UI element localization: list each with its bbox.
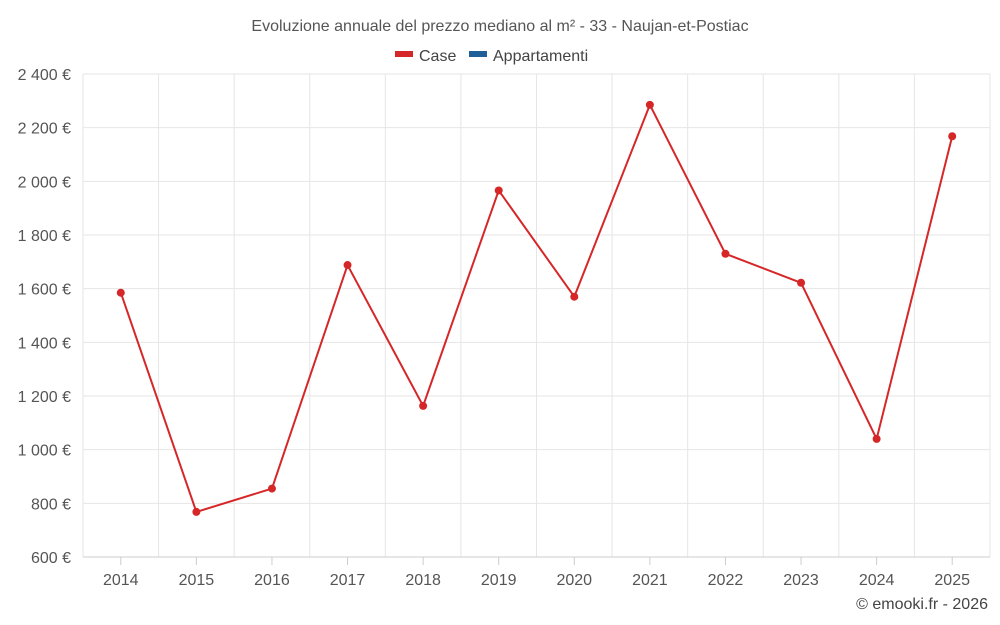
x-tick-label: 2025 [934, 572, 970, 589]
x-tick-label: 2014 [103, 572, 139, 589]
y-tick-label: 1 400 € [18, 335, 71, 352]
legend-item-case[interactable]: Case [395, 48, 456, 65]
x-tick-label: 2019 [481, 572, 517, 589]
x-tick-label: 2021 [632, 572, 668, 589]
legend-label-appartamenti: Appartamenti [493, 48, 588, 65]
chart-title: Evoluzione annuale del prezzo mediano al… [251, 18, 748, 35]
data-point[interactable] [267, 484, 276, 493]
series-line-0 [119, 103, 954, 513]
y-tick-label: 2 000 € [18, 174, 71, 191]
data-point[interactable] [797, 278, 806, 287]
y-tick-label: 2 200 € [18, 121, 71, 138]
y-axis-ticks: 600 € 800 € 1 000 € 1 200 € 1 400 € 1 600 € 1 … [18, 67, 71, 567]
data-point[interactable] [116, 288, 125, 297]
data-point[interactable] [192, 507, 201, 516]
y-tick-label: 1 800 € [18, 228, 71, 245]
data-point[interactable] [570, 292, 579, 301]
x-tick-label: 2016 [254, 572, 290, 589]
credit-text: © emooki.fr - 2026 [856, 596, 988, 613]
x-tick-label: 2017 [330, 572, 366, 589]
data-point[interactable] [645, 100, 654, 109]
grid-layer [82, 73, 991, 557]
y-tick-label: 1 200 € [18, 389, 71, 406]
x-tick-label: 2023 [783, 572, 819, 589]
legend-swatch-case [395, 51, 413, 57]
y-tick-label: 2 400 € [18, 67, 71, 84]
data-point[interactable] [343, 261, 352, 270]
y-tick-label: 800 € [31, 496, 71, 513]
data-point[interactable] [872, 434, 881, 443]
data-point[interactable] [948, 132, 957, 141]
legend-label-case: Case [419, 48, 456, 65]
x-tick-label: 2020 [556, 572, 592, 589]
legend-swatch-appartamenti [469, 51, 487, 57]
x-axis-ticks: 2014 2015 2016 2017 2018 2019 2020 2021 2022 2023… [103, 557, 970, 589]
x-tick-label: 2018 [405, 572, 441, 589]
x-tick-label: 2022 [708, 572, 744, 589]
y-tick-label: 600 € [31, 550, 71, 567]
y-tick-label: 1 000 € [18, 443, 71, 460]
y-tick-label: 1 600 € [18, 282, 71, 299]
legend-item-appartamenti[interactable]: Appartamenti [469, 48, 588, 65]
data-point[interactable] [494, 186, 503, 195]
data-point[interactable] [721, 249, 730, 258]
legend: Case Appartamenti [395, 48, 588, 65]
series-layer [116, 100, 957, 516]
data-point[interactable] [419, 401, 428, 410]
x-tick-label: 2015 [179, 572, 215, 589]
x-tick-label: 2024 [859, 572, 895, 589]
